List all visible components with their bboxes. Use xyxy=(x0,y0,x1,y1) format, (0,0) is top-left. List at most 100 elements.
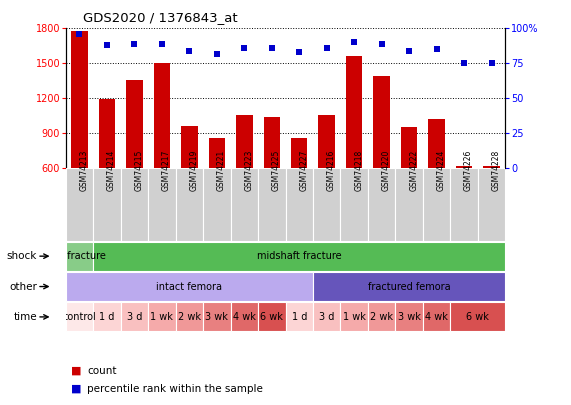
Point xyxy=(295,49,304,55)
Bar xyxy=(263,117,280,168)
FancyBboxPatch shape xyxy=(340,168,368,241)
FancyBboxPatch shape xyxy=(203,168,231,241)
Text: GSM74228: GSM74228 xyxy=(492,149,501,191)
FancyBboxPatch shape xyxy=(66,241,93,271)
Point xyxy=(267,45,276,51)
FancyBboxPatch shape xyxy=(203,302,231,331)
Text: 3 d: 3 d xyxy=(319,312,335,322)
Point xyxy=(130,40,139,47)
Text: GSM74214: GSM74214 xyxy=(107,149,116,191)
FancyBboxPatch shape xyxy=(368,168,395,241)
FancyBboxPatch shape xyxy=(395,302,423,331)
Text: GSM74218: GSM74218 xyxy=(354,149,363,191)
Text: time: time xyxy=(14,312,37,322)
Text: ■: ■ xyxy=(71,366,82,375)
FancyBboxPatch shape xyxy=(313,302,340,331)
Text: percentile rank within the sample: percentile rank within the sample xyxy=(87,384,263,394)
Text: 3 wk: 3 wk xyxy=(206,312,228,322)
FancyBboxPatch shape xyxy=(258,302,286,331)
Bar xyxy=(483,166,500,168)
Text: GSM74223: GSM74223 xyxy=(244,149,254,191)
Text: 1 wk: 1 wk xyxy=(150,312,173,322)
FancyBboxPatch shape xyxy=(395,168,423,241)
Text: count: count xyxy=(87,366,117,375)
Bar xyxy=(71,31,88,168)
Text: 2 wk: 2 wk xyxy=(178,312,201,322)
Text: GSM74225: GSM74225 xyxy=(272,149,281,191)
Text: GSM74226: GSM74226 xyxy=(464,149,473,191)
FancyBboxPatch shape xyxy=(313,168,340,241)
Text: GSM74222: GSM74222 xyxy=(409,149,418,191)
Bar xyxy=(99,99,115,168)
Bar xyxy=(126,79,143,168)
Text: 1 d: 1 d xyxy=(99,312,115,322)
Text: control: control xyxy=(63,312,96,322)
FancyBboxPatch shape xyxy=(148,168,176,241)
FancyBboxPatch shape xyxy=(231,302,258,331)
FancyBboxPatch shape xyxy=(66,272,313,301)
Bar xyxy=(181,126,198,168)
FancyBboxPatch shape xyxy=(176,302,203,331)
Point xyxy=(157,40,166,47)
Text: GSM74217: GSM74217 xyxy=(162,149,171,191)
FancyBboxPatch shape xyxy=(176,168,203,241)
Text: GDS2020 / 1376843_at: GDS2020 / 1376843_at xyxy=(83,11,238,24)
Text: shock: shock xyxy=(7,251,37,261)
Point xyxy=(432,46,441,53)
Text: GSM74220: GSM74220 xyxy=(381,149,391,191)
FancyBboxPatch shape xyxy=(148,302,176,331)
FancyBboxPatch shape xyxy=(258,168,286,241)
FancyBboxPatch shape xyxy=(66,168,93,241)
Text: midshaft fracture: midshaft fracture xyxy=(257,251,341,261)
Point xyxy=(75,31,84,37)
FancyBboxPatch shape xyxy=(286,168,313,241)
Bar xyxy=(154,63,170,168)
Text: 6 wk: 6 wk xyxy=(467,312,489,322)
Bar xyxy=(236,115,252,168)
Text: GSM74215: GSM74215 xyxy=(134,149,143,191)
Text: GSM74224: GSM74224 xyxy=(437,149,445,191)
Text: 4 wk: 4 wk xyxy=(233,312,256,322)
Text: no fracture: no fracture xyxy=(53,251,106,261)
Bar xyxy=(373,76,390,168)
Text: other: other xyxy=(9,281,37,292)
FancyBboxPatch shape xyxy=(340,302,368,331)
Bar xyxy=(346,56,363,168)
Text: 3 wk: 3 wk xyxy=(398,312,421,322)
FancyBboxPatch shape xyxy=(286,302,313,331)
Text: GSM74216: GSM74216 xyxy=(327,149,336,191)
Point xyxy=(212,50,222,57)
Point xyxy=(349,39,359,46)
Text: 4 wk: 4 wk xyxy=(425,312,448,322)
Point xyxy=(102,42,111,48)
FancyBboxPatch shape xyxy=(423,168,451,241)
FancyBboxPatch shape xyxy=(93,241,505,271)
Text: GSM74219: GSM74219 xyxy=(190,149,198,191)
Point xyxy=(377,40,386,47)
FancyBboxPatch shape xyxy=(423,302,451,331)
Text: 1 wk: 1 wk xyxy=(343,312,365,322)
Text: fractured femora: fractured femora xyxy=(368,281,451,292)
Text: intact femora: intact femora xyxy=(156,281,222,292)
Bar xyxy=(291,138,307,168)
Bar xyxy=(401,127,417,168)
FancyBboxPatch shape xyxy=(66,302,93,331)
Text: 2 wk: 2 wk xyxy=(370,312,393,322)
Bar xyxy=(456,166,472,168)
Text: ■: ■ xyxy=(71,384,82,394)
Point xyxy=(185,47,194,54)
Text: GSM74213: GSM74213 xyxy=(79,149,89,191)
FancyBboxPatch shape xyxy=(451,302,505,331)
Point xyxy=(460,60,469,66)
Bar xyxy=(428,119,445,168)
Point xyxy=(487,60,496,66)
Point xyxy=(240,45,249,51)
Point xyxy=(322,45,331,51)
Text: GSM74227: GSM74227 xyxy=(299,149,308,191)
Text: GSM74221: GSM74221 xyxy=(217,149,226,191)
FancyBboxPatch shape xyxy=(478,168,505,241)
FancyBboxPatch shape xyxy=(120,302,148,331)
Text: 1 d: 1 d xyxy=(292,312,307,322)
FancyBboxPatch shape xyxy=(93,168,120,241)
Text: 3 d: 3 d xyxy=(127,312,142,322)
